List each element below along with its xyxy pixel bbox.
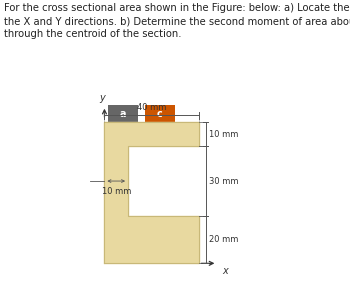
Text: For the cross sectional area shown in the Figure: below: a) Locate the centroid : For the cross sectional area shown in th…: [4, 3, 350, 39]
Text: c: c: [157, 109, 163, 119]
Text: 30 mm: 30 mm: [209, 176, 239, 186]
Text: a: a: [120, 109, 126, 119]
Text: y: y: [99, 93, 105, 103]
Text: 10 mm: 10 mm: [209, 129, 238, 139]
Text: x: x: [222, 266, 228, 276]
Bar: [145, 105, 175, 122]
Text: 20 mm: 20 mm: [209, 235, 238, 244]
Polygon shape: [104, 122, 198, 263]
Bar: [108, 105, 138, 122]
Text: 10 mm: 10 mm: [102, 187, 131, 196]
Text: 40 mm: 40 mm: [137, 103, 166, 112]
